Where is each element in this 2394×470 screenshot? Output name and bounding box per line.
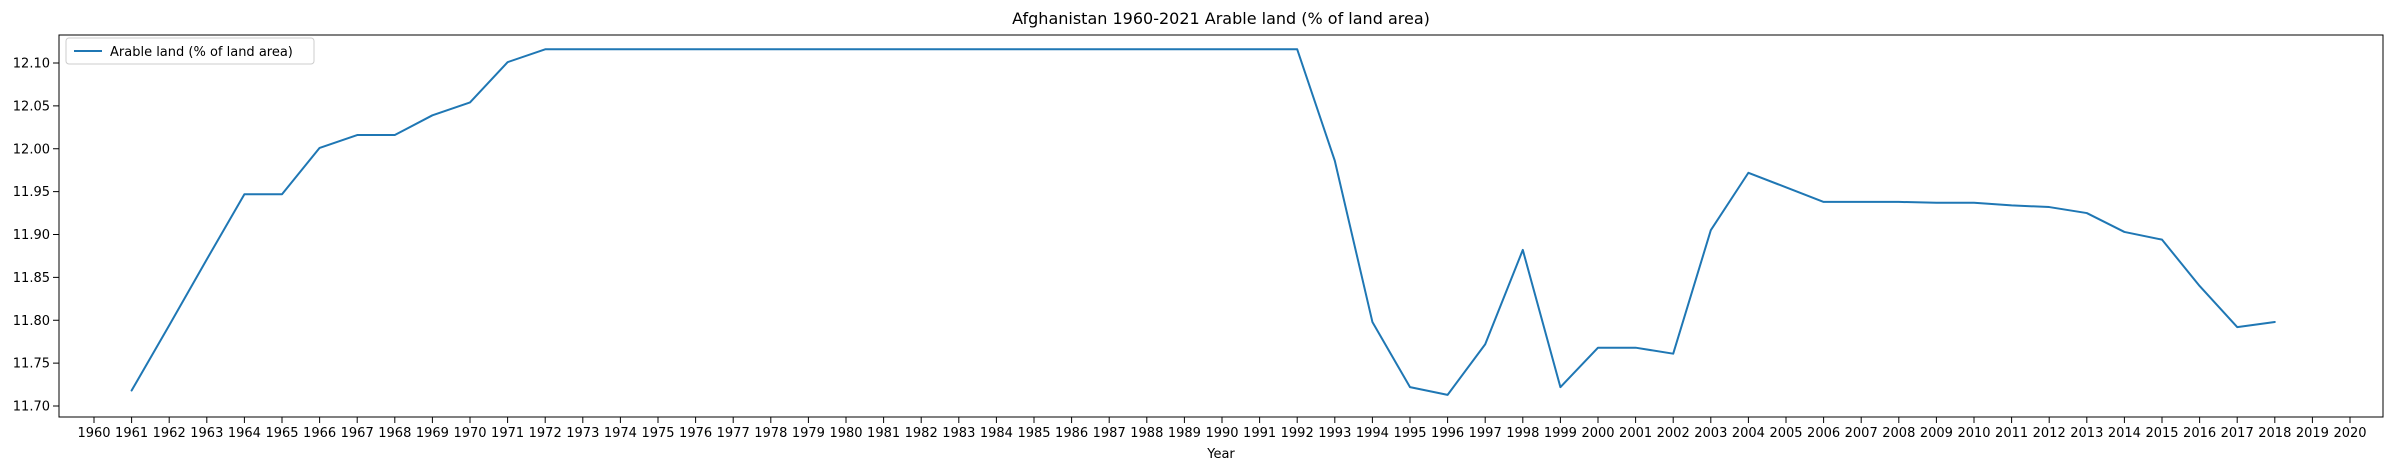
legend-box (65, 37, 315, 65)
y-axis: 11.70 11.75 11.80 11.85 11.90 11.95 12.00 12.05… (13, 57, 59, 415)
y-tick-label: 11.75 (13, 357, 50, 372)
x-tick-label: 1963 (190, 426, 223, 441)
x-tick-label: 2007 (1845, 426, 1878, 441)
x-tick-label: 1985 (1017, 426, 1050, 441)
series-layer (130, 48, 2276, 396)
x-tick-label: 1969 (416, 426, 449, 441)
x-tick-label: 1974 (604, 426, 637, 441)
x-tick-label: 1983 (942, 426, 975, 441)
y-tick-label: 12.00 (13, 142, 50, 157)
x-tick-label: 2016 (2183, 426, 2216, 441)
series-line (130, 48, 2276, 396)
x-tick-label: 1993 (1318, 426, 1351, 441)
x-tick-label: 1988 (1130, 426, 1163, 441)
x-tick-label: 1996 (1431, 426, 1464, 441)
x-tick-label: 1966 (303, 426, 336, 441)
x-tick-label: 1971 (491, 426, 524, 441)
plot-frame (58, 34, 2384, 418)
x-tick-label: 1990 (1205, 426, 1238, 441)
x-tick-label: 2018 (2258, 426, 2291, 441)
y-tick-label: 12.05 (13, 99, 50, 114)
y-tick-label: 11.90 (13, 228, 50, 243)
x-axis-label: Year (1206, 447, 1235, 462)
x-tick-label: 1998 (1506, 426, 1539, 441)
x-axis: 1960 1961 1962 1963 1964 1965 1966 1967 1968 1969… (77, 417, 2367, 441)
x-tick-label: 1994 (1356, 426, 1389, 441)
x-tick-label: 1997 (1469, 426, 1502, 441)
x-tick-label: 1977 (717, 426, 750, 441)
legend: Arable land (% of land area) (65, 37, 315, 65)
x-tick-label: 2009 (1920, 426, 1953, 441)
x-tick-label: 1972 (529, 426, 562, 441)
x-tick-label: 1960 (77, 426, 110, 441)
x-tick-label: 1982 (905, 426, 938, 441)
x-tick-label: 1973 (566, 426, 599, 441)
x-tick-label: 1989 (1168, 426, 1201, 441)
x-tick-label: 1970 (453, 426, 486, 441)
x-tick-label: 1991 (1243, 426, 1276, 441)
x-tick-label: 1995 (1393, 426, 1426, 441)
x-tick-label: 2000 (1581, 426, 1614, 441)
x-tick-label: 1978 (754, 426, 787, 441)
x-tick-label: 2020 (2333, 426, 2366, 441)
x-tick-label: 1979 (792, 426, 825, 441)
x-tick-label: 1962 (153, 426, 186, 441)
y-tick-label: 11.85 (13, 271, 50, 286)
y-tick-label: 12.10 (13, 57, 50, 72)
x-tick-label: 1999 (1544, 426, 1577, 441)
y-tick-label: 11.70 (13, 400, 50, 415)
x-tick-label: 2011 (1995, 426, 2028, 441)
x-tick-label: 1968 (378, 426, 411, 441)
x-tick-label: 1980 (829, 426, 862, 441)
x-tick-label: 1961 (115, 426, 148, 441)
x-tick-label: 2010 (1957, 426, 1990, 441)
x-tick-label: 2004 (1732, 426, 1765, 441)
x-tick-label: 1975 (641, 426, 674, 441)
x-tick-label: 1976 (679, 426, 712, 441)
x-tick-label: 2015 (2145, 426, 2178, 441)
x-tick-label: 2017 (2221, 426, 2254, 441)
x-tick-label: 2006 (1807, 426, 1840, 441)
x-tick-label: 1964 (228, 426, 261, 441)
x-tick-label: 1984 (980, 426, 1013, 441)
x-tick-label: 1981 (867, 426, 900, 441)
chart-title: Afghanistan 1960-2021 Arable land (% of … (1012, 9, 1430, 28)
x-tick-label: 1987 (1093, 426, 1126, 441)
x-tick-label: 1965 (265, 426, 298, 441)
x-tick-label: 1967 (341, 426, 374, 441)
x-tick-label: 2012 (2033, 426, 2066, 441)
x-tick-label: 2019 (2296, 426, 2329, 441)
plot-area: 11.70 11.75 11.80 11.85 11.90 11.95 12.00 12.05… (13, 34, 2384, 441)
x-tick-label: 1986 (1055, 426, 1088, 441)
x-tick-label: 2014 (2108, 426, 2141, 441)
x-tick-label: 2003 (1694, 426, 1727, 441)
x-tick-label: 2013 (2070, 426, 2103, 441)
legend-label: Arable land (% of land area) (110, 45, 293, 60)
x-tick-label: 2002 (1657, 426, 1690, 441)
y-tick-label: 11.95 (13, 185, 50, 200)
x-tick-label: 2008 (1882, 426, 1915, 441)
x-tick-label: 2005 (1769, 426, 1802, 441)
x-tick-label: 1992 (1281, 426, 1314, 441)
y-tick-label: 11.80 (13, 314, 50, 329)
x-tick-label: 2001 (1619, 426, 1652, 441)
